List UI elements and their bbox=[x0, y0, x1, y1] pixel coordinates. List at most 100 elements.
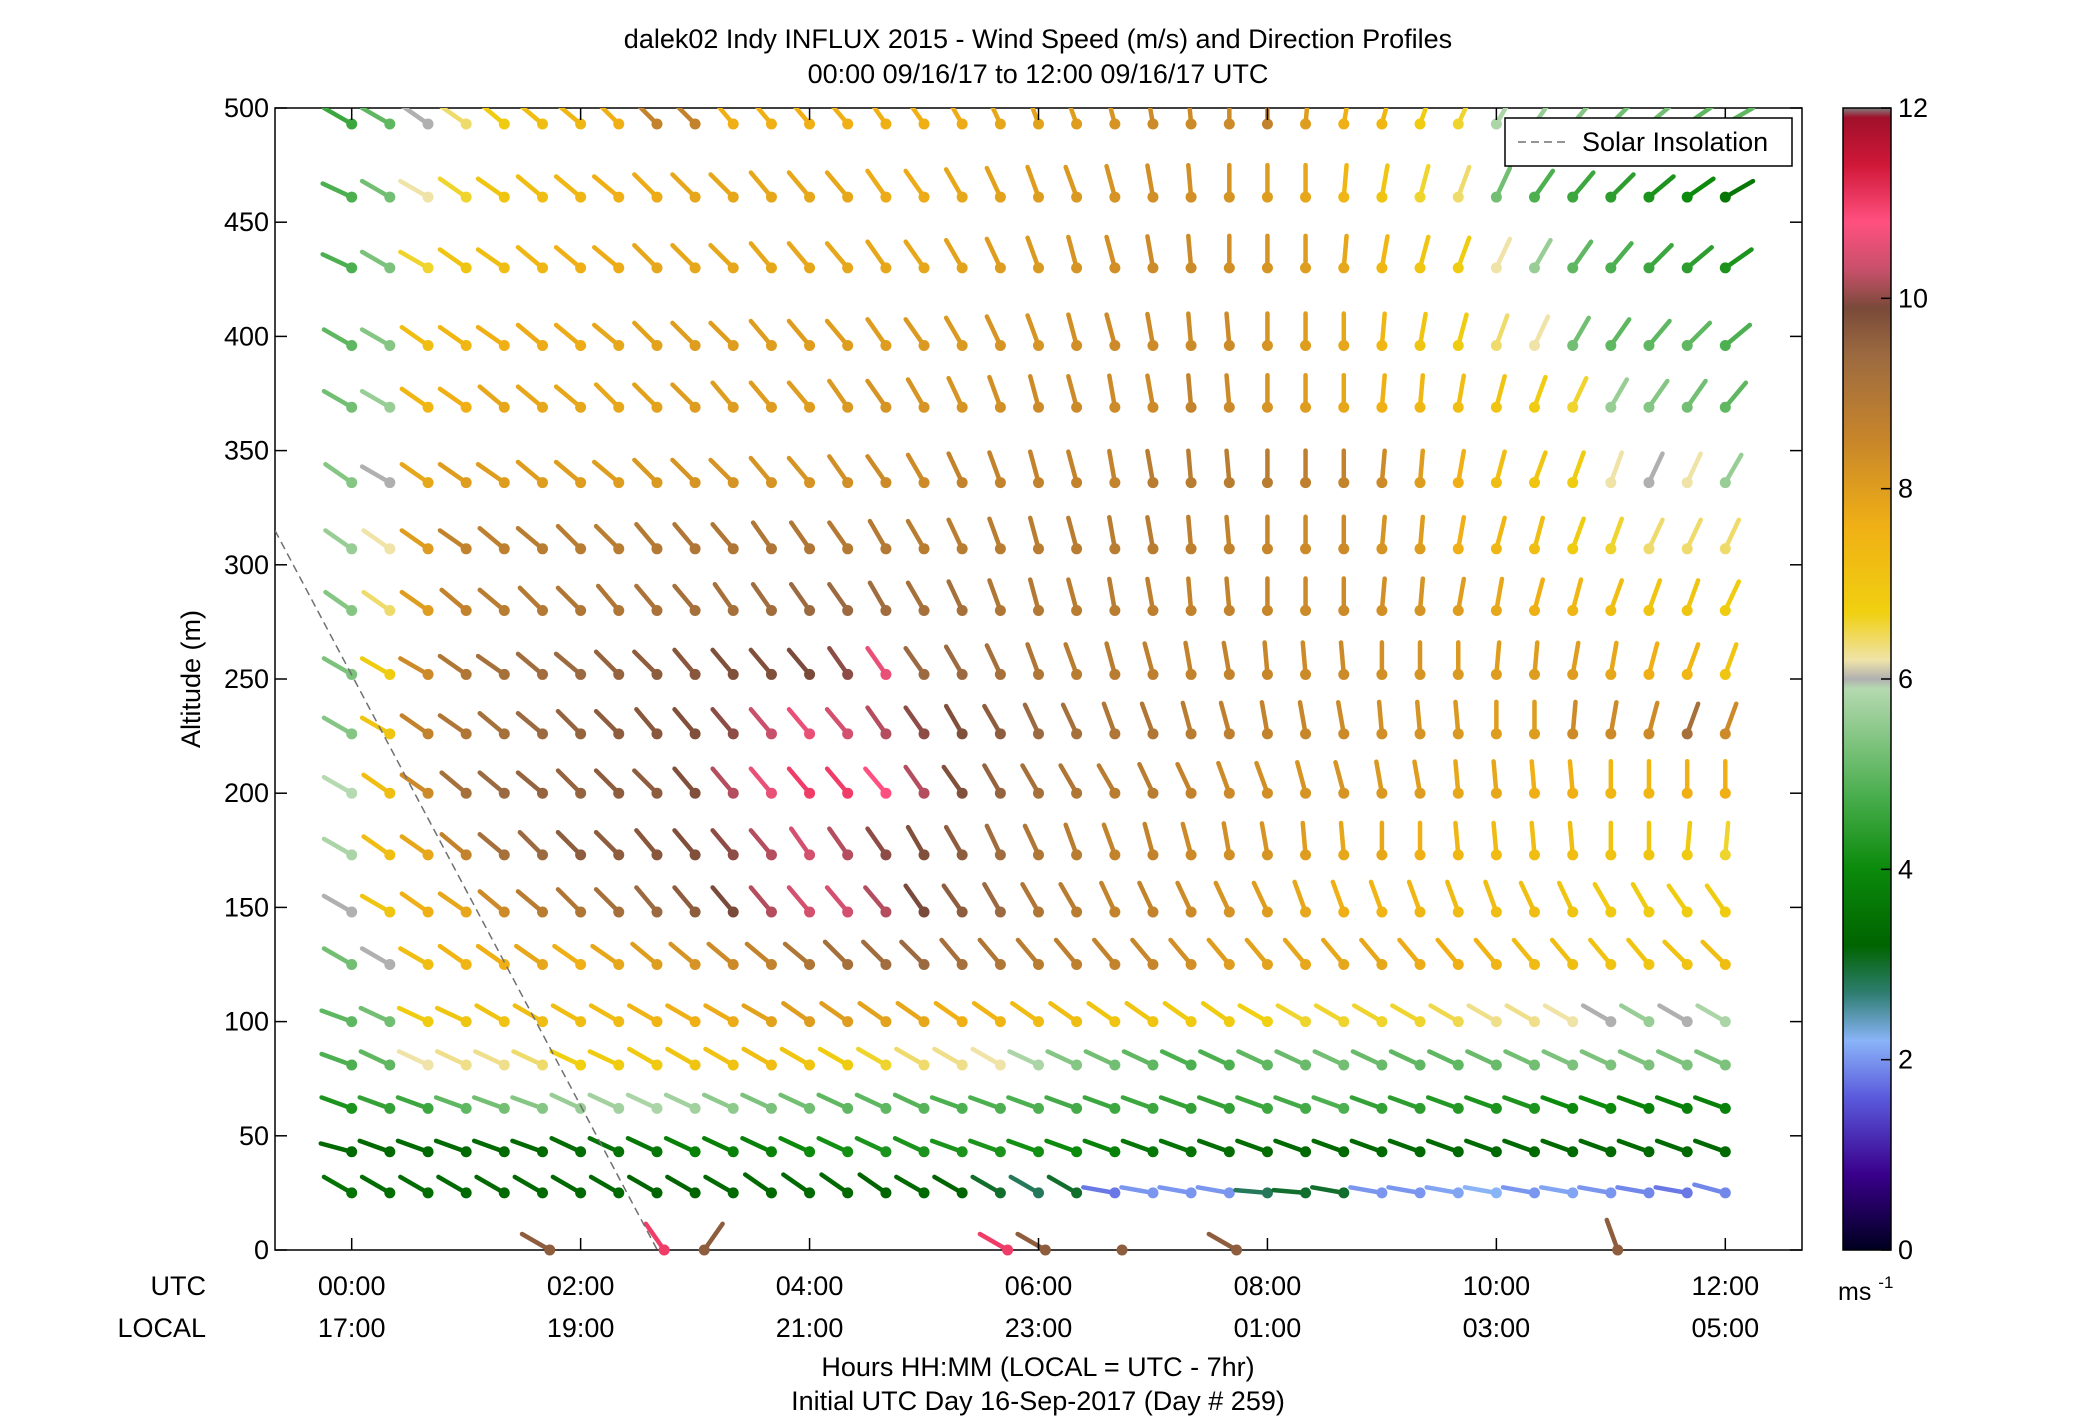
x-tick-label-utc: 08:00 bbox=[1234, 1271, 1302, 1301]
wind-barb bbox=[1145, 311, 1159, 352]
wind-barb bbox=[824, 318, 854, 352]
wind-barb bbox=[515, 525, 549, 555]
wind-barb bbox=[946, 451, 968, 489]
wind-barb bbox=[358, 1005, 396, 1028]
wind-barb bbox=[1445, 879, 1464, 918]
wind-barb bbox=[1643, 758, 1655, 799]
wind-barb-dot bbox=[1452, 401, 1464, 413]
wind-barb-dot bbox=[1033, 262, 1044, 274]
wind-barb bbox=[1643, 378, 1670, 413]
wind-barb-dot bbox=[1338, 1016, 1350, 1028]
wind-barb bbox=[708, 320, 739, 352]
wind-barb bbox=[1376, 640, 1388, 680]
wind-barb-dot bbox=[804, 1146, 816, 1158]
wind-barb-dot bbox=[498, 477, 510, 489]
wind-barb bbox=[1223, 373, 1235, 413]
wind-barb-dot bbox=[1071, 340, 1083, 352]
wind-barb-dot bbox=[422, 728, 434, 740]
wind-barb-dot bbox=[1261, 728, 1273, 740]
wind-barb bbox=[1261, 640, 1273, 680]
wind-barb bbox=[1221, 821, 1235, 861]
wind-barb bbox=[1025, 164, 1044, 203]
wind-barb bbox=[512, 1174, 549, 1199]
wind-barb bbox=[822, 939, 854, 970]
wind-barb-dot bbox=[727, 543, 739, 555]
wind-barb-dot bbox=[613, 1016, 625, 1028]
wind-barb-dot bbox=[1223, 401, 1235, 413]
wind-barb bbox=[1719, 642, 1739, 680]
wind-barb bbox=[1376, 373, 1388, 413]
wind-barb-dot bbox=[880, 543, 892, 555]
wind-barb bbox=[359, 946, 396, 970]
wind-barb-dot bbox=[765, 401, 777, 413]
wind-barb bbox=[748, 455, 777, 489]
wind-barb-dot bbox=[689, 1016, 701, 1028]
wind-barb-dot bbox=[880, 1146, 892, 1158]
wind-barb-dot bbox=[1681, 262, 1693, 274]
wind-barb bbox=[634, 583, 663, 616]
wind-barb-dot bbox=[384, 477, 396, 489]
wind-barb bbox=[932, 1046, 968, 1071]
wind-barb bbox=[634, 828, 663, 861]
wind-barb-dot bbox=[1033, 906, 1044, 918]
wind-barb bbox=[1223, 514, 1235, 555]
wind-barb-dot bbox=[1261, 340, 1273, 352]
surface-wind-barbs bbox=[519, 1217, 1624, 1256]
wind-barb bbox=[625, 1092, 663, 1114]
wind-barb bbox=[894, 1174, 930, 1199]
wind-barb-dot bbox=[804, 668, 816, 680]
y-axis-label: Altitude (m) bbox=[176, 610, 206, 748]
wind-barb-dot bbox=[1528, 1146, 1540, 1158]
wind-barb bbox=[1490, 699, 1502, 740]
wind-barb bbox=[971, 1000, 1006, 1028]
wind-barb bbox=[1020, 763, 1044, 799]
wind-barb-dot bbox=[1643, 604, 1655, 616]
wind-barb-dot bbox=[613, 668, 625, 680]
wind-barb-dot bbox=[727, 906, 739, 918]
wind-barb bbox=[1528, 820, 1540, 861]
wind-barb bbox=[1027, 577, 1044, 616]
wind-barb bbox=[1528, 168, 1556, 203]
wind-barb bbox=[1015, 937, 1044, 970]
wind-barb bbox=[1137, 880, 1159, 918]
wind-barb bbox=[710, 707, 739, 740]
wind-barb bbox=[591, 459, 625, 489]
wind-barb-dot bbox=[1071, 262, 1083, 274]
wind-barb-dot bbox=[689, 1187, 701, 1199]
wind-barb bbox=[1159, 1049, 1197, 1071]
wind-barb-dot bbox=[1643, 543, 1655, 555]
wind-barb-dot bbox=[651, 262, 663, 274]
wind-barb bbox=[865, 239, 892, 274]
wind-barb-dot bbox=[1071, 1059, 1083, 1071]
wind-barb-dot bbox=[1071, 728, 1083, 740]
wind-barb-dot bbox=[460, 118, 472, 130]
wind-barb-dot bbox=[537, 604, 549, 616]
wind-barb bbox=[477, 770, 510, 799]
wind-barb bbox=[1066, 515, 1083, 555]
wind-barb bbox=[1053, 937, 1083, 970]
wind-barb-dot bbox=[765, 604, 777, 616]
wind-barb-dot bbox=[1528, 906, 1540, 918]
wind-barb bbox=[786, 766, 816, 799]
wind-barb bbox=[1196, 1095, 1235, 1114]
wind-barb bbox=[1157, 1185, 1197, 1199]
wind-barb-dot bbox=[1338, 543, 1350, 555]
wind-barb bbox=[632, 172, 663, 203]
wind-barb-dot bbox=[765, 1102, 777, 1114]
surface-wind-barb-dot bbox=[544, 1244, 556, 1256]
wind-barb-dot bbox=[384, 401, 396, 413]
wind-barb-dot bbox=[880, 340, 892, 352]
wind-barb-dot bbox=[422, 477, 434, 489]
wind-barb bbox=[1275, 1003, 1312, 1028]
wind-barb bbox=[984, 823, 1006, 861]
wind-barb-dot bbox=[498, 906, 510, 918]
wind-barb-dot bbox=[1261, 849, 1273, 861]
wind-barb-dot bbox=[422, 1016, 434, 1028]
wind-barb-dot bbox=[498, 1187, 510, 1199]
wind-barb-dot bbox=[1338, 262, 1350, 274]
wind-barb bbox=[1490, 576, 1505, 616]
wind-barb-dot bbox=[1223, 787, 1235, 799]
wind-barb bbox=[1196, 1138, 1235, 1158]
wind-barb-dot bbox=[1376, 1187, 1388, 1199]
wind-barb-dot bbox=[1147, 262, 1159, 274]
